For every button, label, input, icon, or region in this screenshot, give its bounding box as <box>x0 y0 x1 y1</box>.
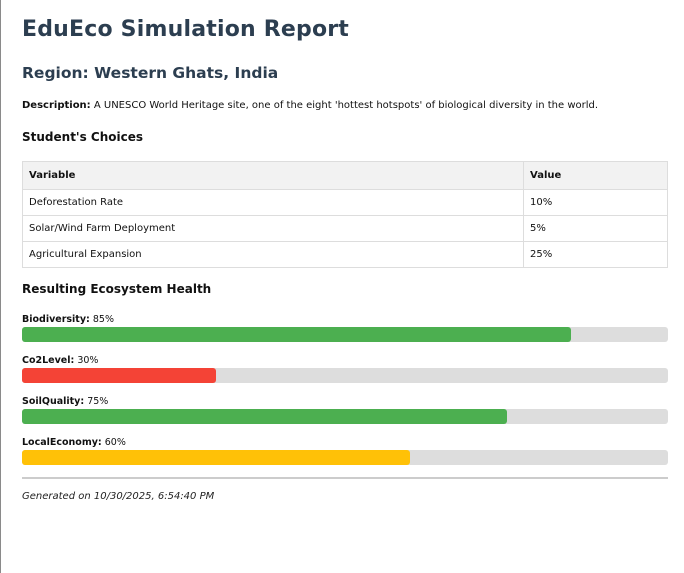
cell-value: 10% <box>523 189 668 216</box>
metric-label: Co2Level: <box>22 355 75 366</box>
generated-timestamp: Generated on 10/30/2025, 6:54:40 PM <box>22 491 215 502</box>
description-text: A UNESCO World Heritage site, one of the… <box>90 100 599 111</box>
region-description: Description: A UNESCO World Heritage sit… <box>22 100 598 111</box>
table-header-row: Variable Value <box>22 161 668 190</box>
footer-divider <box>22 477 668 479</box>
progress-fill <box>22 327 572 342</box>
region-heading: Region: Western Ghats, India <box>22 64 279 82</box>
description-label: Description: <box>22 100 91 111</box>
metric-value: 30% <box>74 355 99 366</box>
table-row: Deforestation Rate 10% <box>22 189 668 216</box>
metric-soil-quality: SoilQuality: 75% <box>22 395 668 424</box>
progress-track <box>22 409 668 424</box>
window-left-border <box>0 0 1 573</box>
progress-track <box>22 327 668 342</box>
progress-fill <box>22 450 410 465</box>
cell-variable: Agricultural Expansion <box>22 241 524 268</box>
cell-variable: Deforestation Rate <box>22 189 524 216</box>
column-header-value: Value <box>523 161 668 190</box>
metric-value: 75% <box>84 396 109 407</box>
choices-table: Variable Value Deforestation Rate 10% So… <box>22 161 668 268</box>
table-row: Solar/Wind Farm Deployment 5% <box>22 215 668 242</box>
metric-local-economy: LocalEconomy: 60% <box>22 436 668 465</box>
metric-co2-level: Co2Level: 30% <box>22 354 668 383</box>
progress-fill <box>22 409 507 424</box>
health-heading: Resulting Ecosystem Health <box>22 282 212 296</box>
cell-value: 25% <box>523 241 668 268</box>
column-header-variable: Variable <box>22 161 524 190</box>
metric-label: SoilQuality: <box>22 396 85 407</box>
report-title: EduEco Simulation Report <box>22 17 350 42</box>
cell-variable: Solar/Wind Farm Deployment <box>22 215 524 242</box>
metric-value: 85% <box>89 314 114 325</box>
choices-heading: Student's Choices <box>22 130 144 144</box>
table-row: Agricultural Expansion 25% <box>22 241 668 268</box>
progress-track <box>22 368 668 383</box>
progress-fill <box>22 368 216 383</box>
metric-value: 60% <box>101 437 126 448</box>
progress-track <box>22 450 668 465</box>
cell-value: 5% <box>523 215 668 242</box>
metric-label: LocalEconomy: <box>22 437 102 448</box>
metric-label: Biodiversity: <box>22 314 90 325</box>
metric-biodiversity: Biodiversity: 85% <box>22 313 668 342</box>
